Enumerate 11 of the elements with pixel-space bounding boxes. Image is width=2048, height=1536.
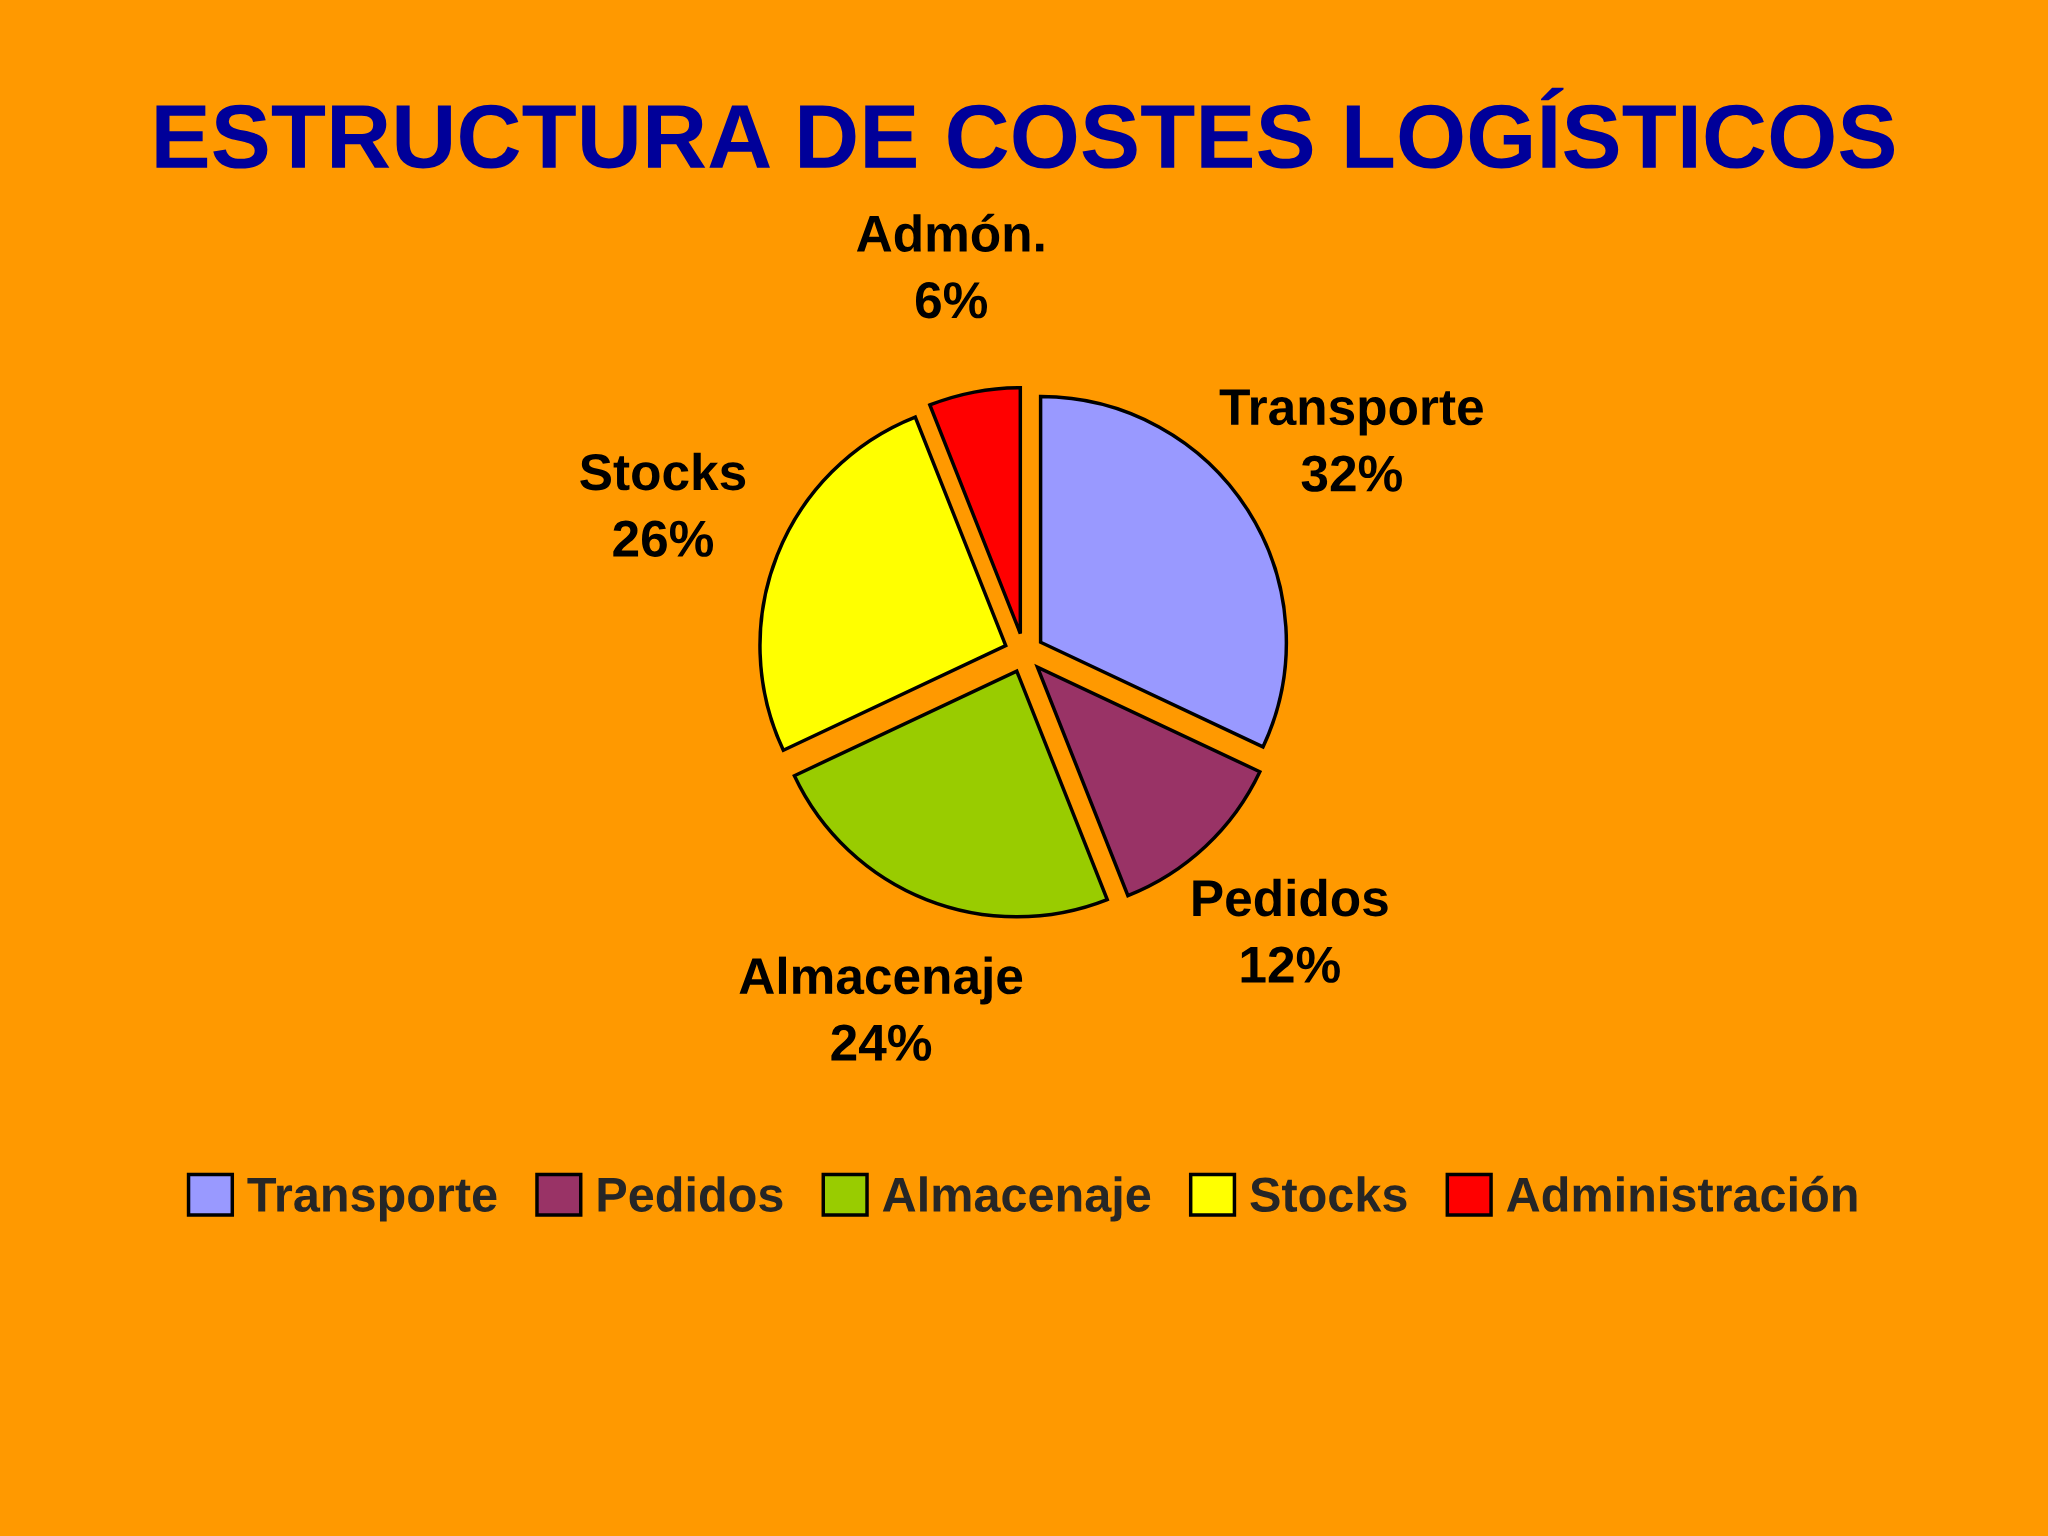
chart-title: ESTRUCTURA DE COSTES LOGÍSTICOS [156,87,1895,169]
data-label: Pedidos 12% [1193,878,1388,983]
legend-label: Almacenaje [882,1176,1151,1222]
legend-label: Stocks [1250,1176,1407,1212]
data-label: Almacenaje 24% [739,956,1023,1061]
legend-label: Transporte [247,1178,497,1222]
legend-label: Administración [1506,1175,1857,1212]
data-label: Admón. 6% [856,213,1044,319]
data-label: Stocks 26% [580,452,746,557]
legend-label: Pedidos [598,1176,783,1212]
data-label: Transporte 32% [1219,389,1483,492]
